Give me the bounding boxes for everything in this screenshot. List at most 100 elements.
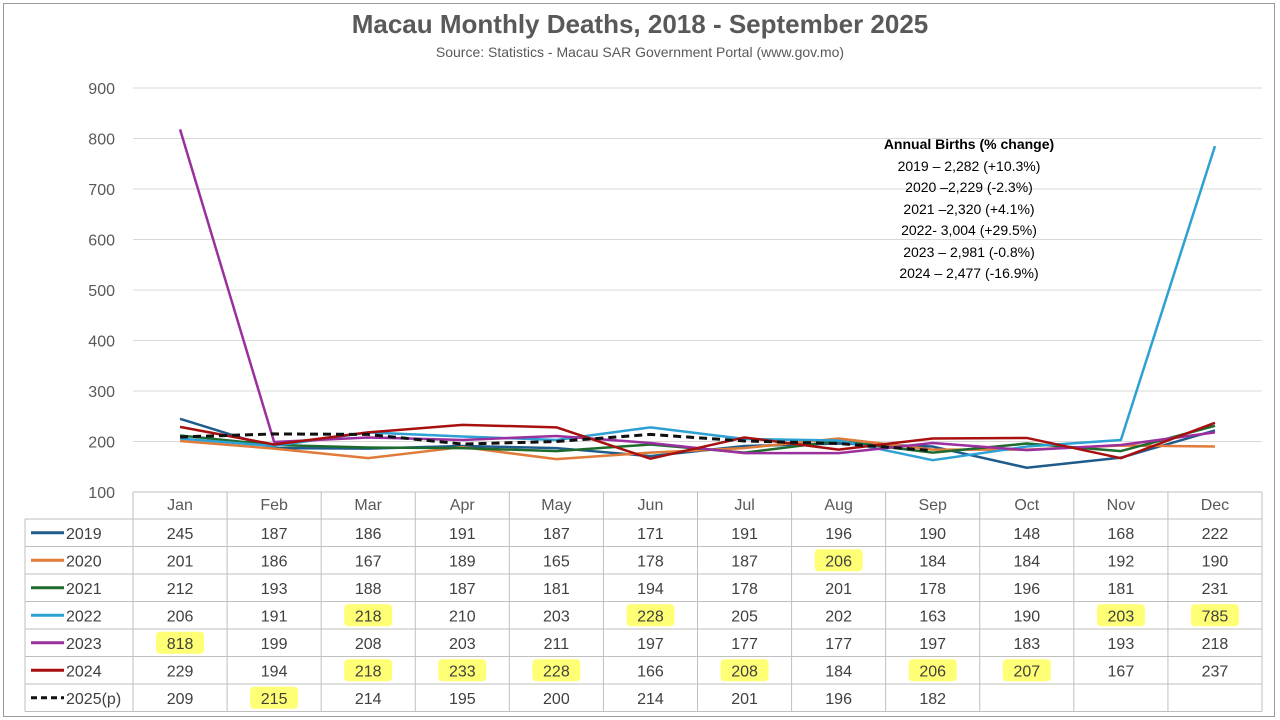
data-label: 218 bbox=[1202, 636, 1229, 653]
data-label: 177 bbox=[731, 636, 758, 653]
data-label: 193 bbox=[1108, 636, 1135, 653]
y-tick-label: 800 bbox=[88, 132, 115, 149]
y-tick-label: 500 bbox=[88, 283, 115, 300]
legend-label: 2020 bbox=[66, 553, 102, 570]
data-label: 182 bbox=[919, 691, 946, 708]
data-label: 196 bbox=[825, 691, 852, 708]
y-tick-label: 300 bbox=[88, 384, 115, 401]
data-label: 201 bbox=[167, 553, 194, 570]
data-label: 189 bbox=[449, 553, 476, 570]
data-label: 186 bbox=[355, 526, 382, 543]
cell-highlight bbox=[344, 659, 393, 682]
annotation-line: 2024 – 2,477 (-16.9%) bbox=[899, 265, 1039, 281]
data-label: 229 bbox=[167, 663, 194, 680]
data-label: 171 bbox=[637, 526, 664, 543]
data-label: 206 bbox=[167, 608, 194, 625]
x-tick-label: Jan bbox=[167, 497, 193, 514]
data-label: 205 bbox=[731, 608, 758, 625]
data-label: 178 bbox=[637, 553, 664, 570]
x-tick-label: Mar bbox=[354, 497, 382, 514]
data-label: 184 bbox=[825, 663, 852, 680]
data-label: 245 bbox=[167, 526, 194, 543]
data-label: 218 bbox=[355, 608, 382, 625]
y-tick-label: 200 bbox=[88, 435, 115, 452]
y-tick-label: 700 bbox=[88, 182, 115, 199]
data-label: 187 bbox=[449, 581, 476, 598]
data-label: 183 bbox=[1013, 636, 1040, 653]
data-label: 206 bbox=[825, 553, 852, 570]
data-label: 206 bbox=[919, 663, 946, 680]
data-label: 214 bbox=[355, 691, 382, 708]
legend-label: 2023 bbox=[66, 636, 102, 653]
annotation-line: 2021 –2,320 (+4.1%) bbox=[903, 200, 1035, 217]
series-line-2024 bbox=[179, 421, 1216, 460]
x-tick-label: Jul bbox=[734, 497, 754, 514]
x-tick-label: Aug bbox=[824, 497, 852, 514]
data-label: 187 bbox=[543, 526, 570, 543]
cell-highlight bbox=[250, 686, 299, 709]
data-label: 190 bbox=[919, 526, 946, 543]
cell-highlight bbox=[1096, 604, 1145, 627]
data-label: 210 bbox=[449, 608, 476, 625]
data-label: 208 bbox=[355, 636, 382, 653]
data-label: 215 bbox=[261, 691, 288, 708]
data-label: 194 bbox=[261, 663, 288, 680]
data-label: 200 bbox=[543, 691, 570, 708]
data-label: 228 bbox=[637, 608, 664, 625]
data-label: 222 bbox=[1202, 526, 1229, 543]
cell-highlight bbox=[908, 659, 957, 682]
x-tick-label: Sep bbox=[918, 497, 947, 514]
data-label: 207 bbox=[1013, 663, 1040, 680]
data-label: 197 bbox=[637, 636, 664, 653]
data-label: 208 bbox=[731, 663, 758, 680]
data-label: 165 bbox=[543, 553, 570, 570]
annotation-title: Annual Births (% change) bbox=[883, 136, 1055, 152]
data-label: 168 bbox=[1108, 526, 1135, 543]
data-label: 202 bbox=[825, 608, 852, 625]
legend-label: 2022 bbox=[66, 608, 102, 625]
y-tick-label: 600 bbox=[88, 233, 115, 250]
data-label: 218 bbox=[355, 663, 382, 680]
cell-highlight bbox=[532, 659, 581, 682]
data-label: 190 bbox=[1202, 553, 1229, 570]
x-tick-label: Nov bbox=[1107, 497, 1135, 514]
data-label: 203 bbox=[1108, 608, 1135, 625]
data-label: 181 bbox=[543, 581, 570, 598]
chart-subtitle: Source: Statistics - Macau SAR Governmen… bbox=[435, 44, 845, 60]
data-label: 178 bbox=[919, 581, 946, 598]
data-label: 187 bbox=[731, 553, 758, 570]
data-label: 177 bbox=[825, 636, 852, 653]
data-label: 196 bbox=[1013, 581, 1040, 598]
data-label: 184 bbox=[919, 553, 946, 570]
data-label: 199 bbox=[261, 636, 288, 653]
cell-highlight bbox=[438, 659, 487, 682]
x-tick-label: Jun bbox=[638, 497, 664, 514]
annotation-line: 2022- 3,004 (+29.5%) bbox=[901, 222, 1037, 238]
data-label: 178 bbox=[731, 581, 758, 598]
data-label: 163 bbox=[919, 608, 946, 625]
cell-highlight bbox=[344, 604, 393, 627]
data-label: 212 bbox=[167, 581, 194, 598]
data-label: 192 bbox=[1108, 553, 1135, 570]
data-label: 818 bbox=[167, 636, 194, 653]
chart-frame bbox=[3, 3, 1275, 717]
legend-label: 2019 bbox=[66, 526, 102, 543]
x-tick-label: Dec bbox=[1201, 497, 1229, 514]
data-label: 197 bbox=[919, 636, 946, 653]
data-label: 184 bbox=[1013, 553, 1040, 570]
data-label: 148 bbox=[1013, 526, 1040, 543]
data-label: 191 bbox=[731, 526, 758, 543]
data-label: 201 bbox=[825, 581, 852, 598]
data-label: 190 bbox=[1013, 608, 1040, 625]
data-label: 187 bbox=[261, 526, 288, 543]
data-label: 167 bbox=[1108, 663, 1135, 680]
legend-label: 2024 bbox=[66, 663, 102, 680]
data-label: 188 bbox=[355, 581, 382, 598]
data-label: 785 bbox=[1202, 608, 1229, 625]
cell-highlight bbox=[626, 604, 675, 627]
cell-highlight bbox=[156, 631, 205, 654]
legend-label: 2025(p) bbox=[66, 691, 121, 708]
annotation-line: 2023 – 2,981 (-0.8%) bbox=[903, 243, 1035, 260]
data-label: 203 bbox=[543, 608, 570, 625]
